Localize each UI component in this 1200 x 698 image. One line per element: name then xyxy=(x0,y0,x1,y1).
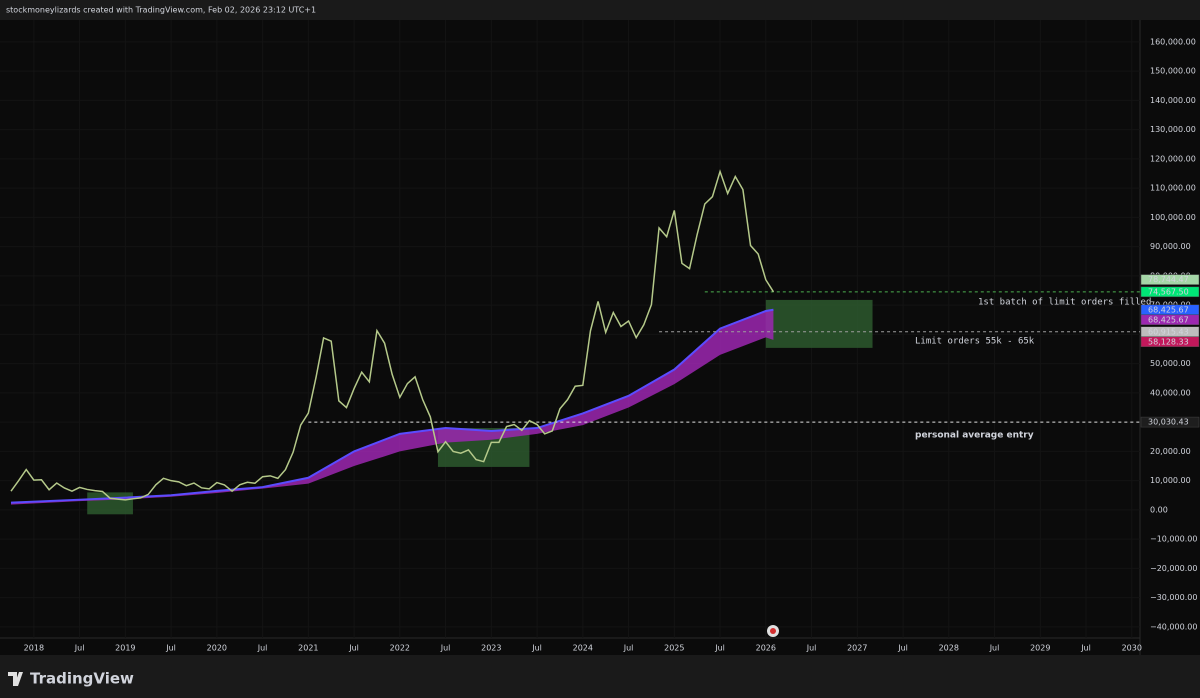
zone xyxy=(87,492,133,515)
note: 1st batch of limit orders filled xyxy=(978,298,1151,308)
price-label: 60,915.43 xyxy=(1148,327,1189,336)
price-label-box xyxy=(1140,274,1200,285)
y-tick-label: −40,000.00 xyxy=(1150,622,1197,631)
x-tick-label: 2030 xyxy=(1122,644,1142,653)
price-label: 30,030.43 xyxy=(1148,418,1189,427)
y-tick-label: 20,000.00 xyxy=(1150,447,1191,456)
y-tick-label: −10,000.00 xyxy=(1150,535,1197,544)
y-tick-label: 140,000.00 xyxy=(1150,96,1196,105)
price-label: 68,425.67 xyxy=(1148,305,1189,314)
event-icon-dot xyxy=(770,628,776,634)
x-tick-label: 2023 xyxy=(481,644,501,653)
x-tick-label: Jul xyxy=(989,644,1000,653)
y-tick-label: 50,000.00 xyxy=(1150,359,1191,368)
x-tick-label: 2020 xyxy=(207,644,227,653)
y-tick-label: 10,000.00 xyxy=(1150,476,1191,485)
price-label-box xyxy=(1140,314,1200,326)
x-tick-label: Jul xyxy=(440,644,451,653)
zone xyxy=(765,299,873,348)
y-tick-label: 40,000.00 xyxy=(1150,388,1191,397)
x-tick-label: Jul xyxy=(897,644,908,653)
header-title: stockmoneylizards created with TradingVi… xyxy=(6,6,316,15)
y-tick-label: 160,000.00 xyxy=(1150,37,1196,46)
plot-area xyxy=(0,20,1140,655)
x-tick-label: Jul xyxy=(165,644,176,653)
logo-mark xyxy=(8,672,23,686)
x-tick-label: 2029 xyxy=(1030,644,1050,653)
x-tick-label: 2019 xyxy=(115,644,135,653)
x-tick-label: Jul xyxy=(806,644,817,653)
y-tick-label: 150,000.00 xyxy=(1150,67,1196,76)
x-tick-label: 2024 xyxy=(573,644,593,653)
price-label: 78,744.47 xyxy=(1148,275,1189,284)
price-label-box xyxy=(1140,336,1200,348)
y-tick-label: 90,000.00 xyxy=(1150,242,1191,251)
brand: TradingView xyxy=(30,670,134,688)
logo xyxy=(8,672,23,686)
x-tick-label: 2028 xyxy=(939,644,959,653)
y-tick-label: 110,000.00 xyxy=(1150,184,1196,193)
x-tick-label: 2021 xyxy=(298,644,318,653)
x-tick-label: Jul xyxy=(531,644,542,653)
y-tick-label: 130,000.00 xyxy=(1150,125,1196,134)
price-label: 58,128.33 xyxy=(1148,337,1189,346)
x-tick-label: Jul xyxy=(74,644,85,653)
x-tick-label: Jul xyxy=(257,644,268,653)
price-label: 74,567.50 xyxy=(1148,287,1189,296)
x-tick-label: 2022 xyxy=(390,644,410,653)
y-tick-label: −30,000.00 xyxy=(1150,593,1197,602)
x-tick-label: Jul xyxy=(623,644,634,653)
y-tick-label: 100,000.00 xyxy=(1150,213,1196,222)
y-tick-label: −20,000.00 xyxy=(1150,564,1197,573)
x-tick-label: Jul xyxy=(1080,644,1091,653)
moving-average-edge xyxy=(10,308,774,504)
moving-average-band xyxy=(10,309,774,505)
price-label-box xyxy=(1140,416,1200,428)
x-tick-label: Jul xyxy=(348,644,359,653)
x-tick-label: 2018 xyxy=(24,644,44,653)
note: Limit orders 55k - 65k xyxy=(915,337,1035,347)
x-tick-label: Jul xyxy=(714,644,725,653)
plot: −40,000.00 −30,000.00 −20,000.00 −10,000.00… xyxy=(0,20,1200,653)
note: personal average entry xyxy=(915,431,1034,441)
x-tick-label: 2026 xyxy=(756,644,776,653)
price-label: 68,425.67 xyxy=(1148,315,1189,324)
x-tick-label: 2025 xyxy=(664,644,684,653)
x-tick-label: 2027 xyxy=(847,644,867,653)
y-tick-label: 120,000.00 xyxy=(1150,154,1196,163)
price-label-box xyxy=(1140,286,1200,298)
y-tick-label: 0.00 xyxy=(1150,505,1168,514)
footer-bar xyxy=(0,662,1200,698)
price-line xyxy=(10,169,775,501)
